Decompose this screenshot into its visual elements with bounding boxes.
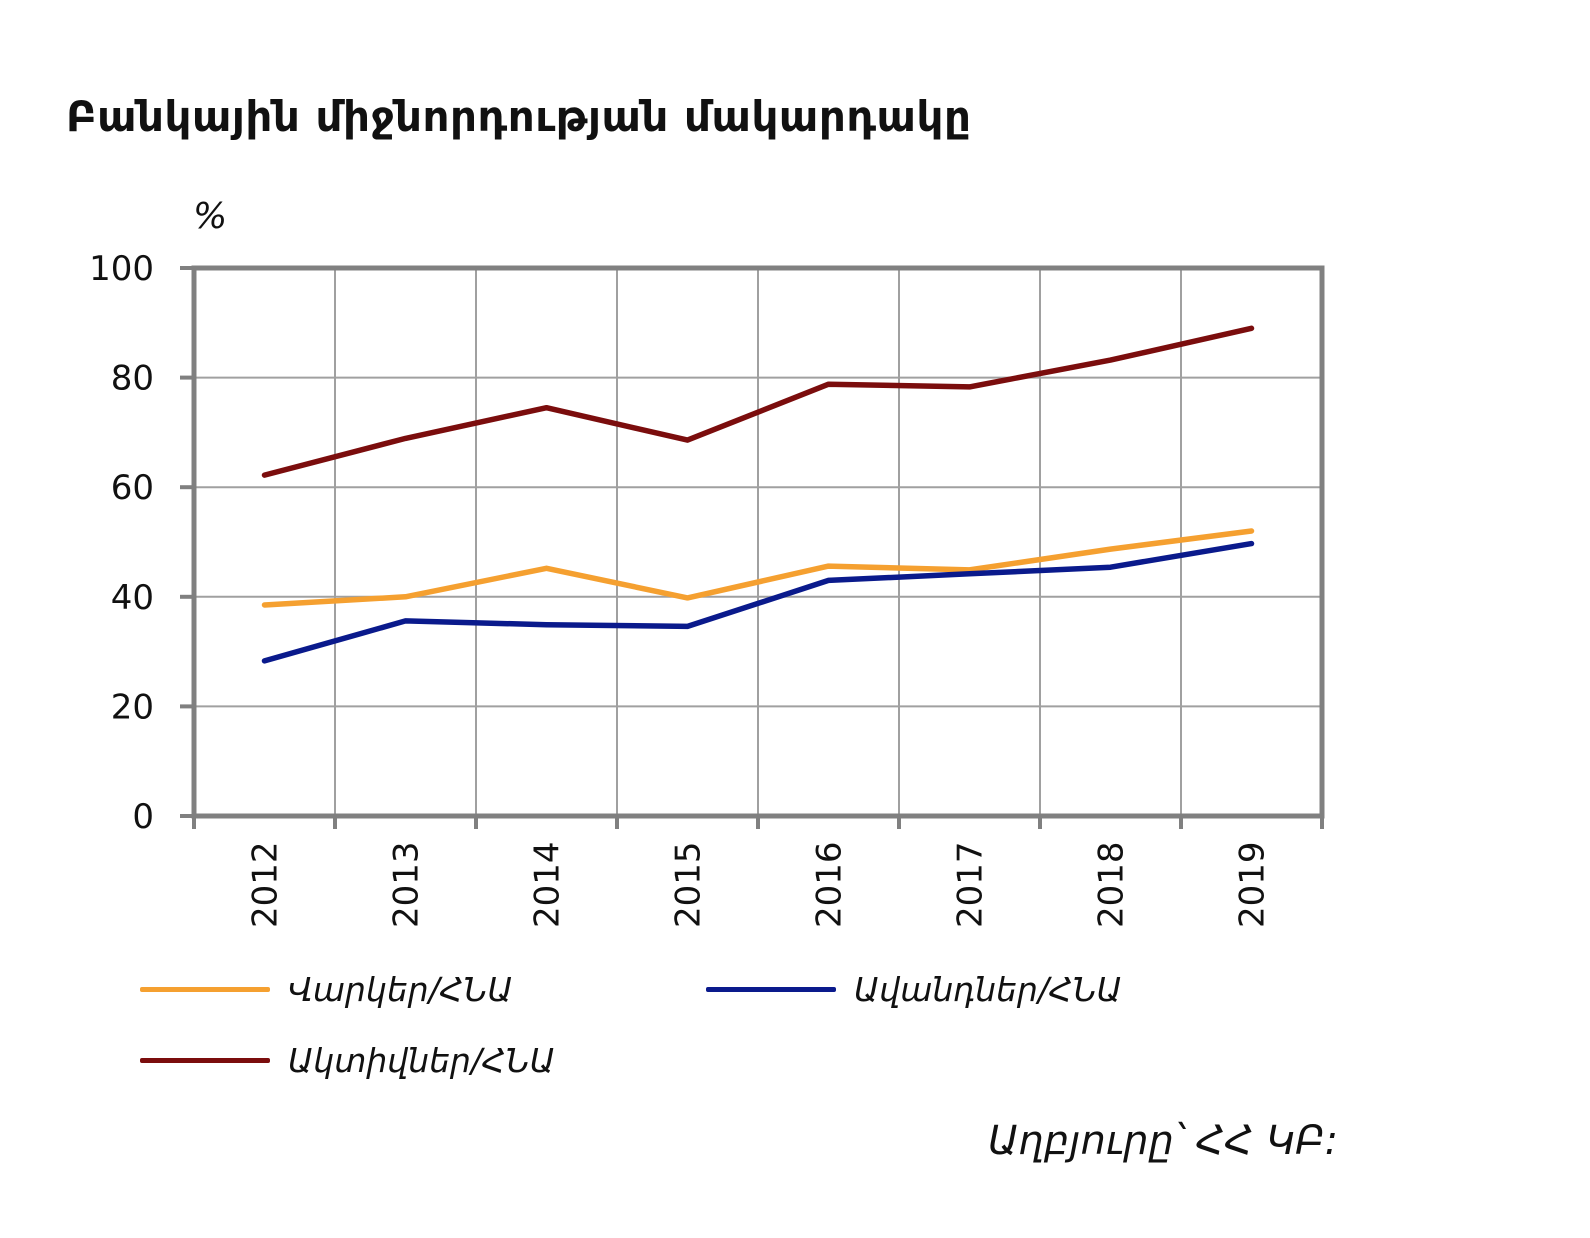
y-tick-labels: 0 20 40 60 80 100: [89, 249, 154, 837]
x-tick-label: 2019: [1233, 841, 1273, 928]
chart-title: Բանկային միջնորդության մակարդակը: [66, 92, 972, 141]
axes: [180, 265, 1325, 829]
y-tick-label: 40: [111, 578, 154, 618]
legend-swatch-deposits: [706, 987, 836, 992]
y-tick-label: 80: [111, 359, 154, 399]
source-note: Աղբյուրը՝ ՀՀ ԿԲ:: [988, 1118, 1339, 1164]
x-tick-label: 2012: [246, 841, 286, 928]
y-axis-unit: %: [193, 196, 228, 237]
legend-label-deposits: Ավանդներ/ՀՆԱ: [854, 970, 1122, 1009]
x-tick-label: 2015: [669, 841, 709, 928]
series-line-loans: [261, 528, 1255, 608]
legend-swatch-assets: [140, 1058, 270, 1063]
x-tick-label: 2014: [528, 841, 568, 928]
x-tick-label: 2013: [387, 841, 427, 928]
plot-frame: [191, 265, 1325, 819]
y-tick-label: 0: [132, 797, 154, 837]
y-tick-label: 100: [89, 249, 154, 289]
x-tick-labels: 2012 2013 2014 2015 2016 2017 2018 2019: [246, 841, 1273, 928]
series-line-assets: [261, 325, 1255, 478]
series-line-deposits: [261, 540, 1255, 664]
x-tick-label: 2016: [810, 841, 850, 928]
y-tick-label: 20: [111, 687, 154, 727]
legend-label-loans: Վարկեր/ՀՆԱ: [288, 970, 513, 1009]
x-tick-label: 2017: [951, 841, 991, 928]
legend-swatch-loans: [140, 987, 270, 992]
series-lines: [261, 325, 1255, 664]
y-tick-label: 60: [111, 468, 154, 508]
legend-label-assets: Ակտիվներ/ՀՆԱ: [288, 1041, 555, 1080]
x-tick-label: 2018: [1092, 841, 1132, 928]
